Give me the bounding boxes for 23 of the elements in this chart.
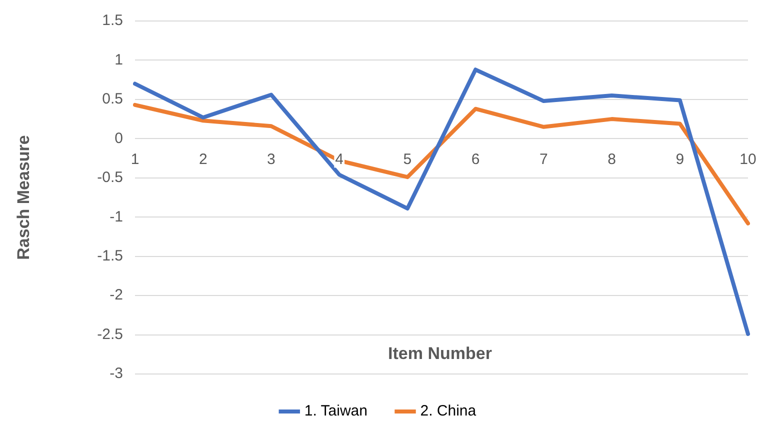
y-tick-label: 0 [114, 130, 123, 147]
x-axis-title: Item Number [387, 344, 493, 364]
x-tick-label: 5 [403, 150, 412, 168]
x-tick-label: 7 [539, 150, 548, 168]
y-tick-label: -0.5 [97, 169, 123, 186]
x-tick-label: 9 [676, 150, 684, 168]
legend-label: 1. Taiwan [304, 402, 368, 420]
x-tick-label: 6 [471, 150, 480, 168]
y-tick-label: -1.5 [97, 247, 123, 264]
x-tick-label: 10 [740, 150, 756, 168]
y-tick-label: 1.5 [102, 12, 123, 30]
x-tick-label: 8 [608, 150, 616, 168]
legend-label: 2. China [420, 402, 477, 420]
x-tick-label: 2 [198, 150, 208, 168]
y-tick-label: -3 [110, 365, 123, 382]
y-tick-label: 1 [114, 51, 123, 68]
x-tick-label: 1 [130, 150, 140, 168]
x-tick-label: 3 [267, 150, 276, 168]
y-tick-label: -2 [110, 286, 123, 304]
y-tick-label: -1 [110, 208, 123, 226]
y-tick-label: 0.5 [102, 90, 123, 108]
y-axis-title: Rasch Measure [14, 135, 33, 260]
y-tick-label: -2.5 [97, 326, 123, 343]
